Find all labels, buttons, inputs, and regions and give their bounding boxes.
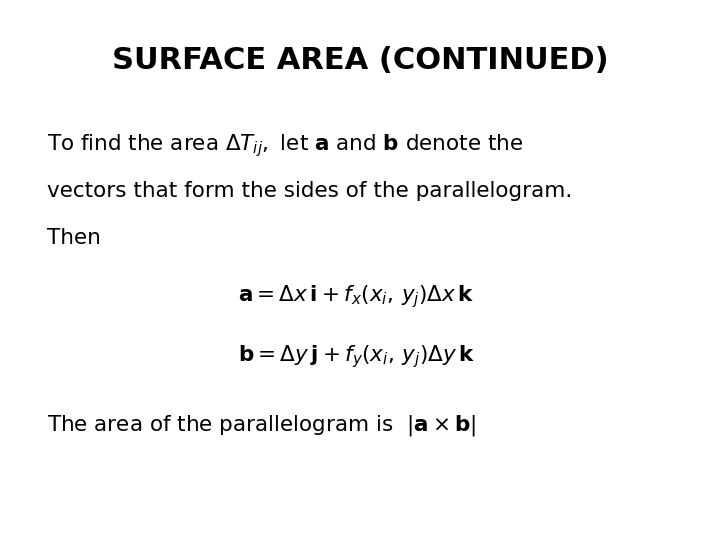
Text: SURFACE AREA (CONTINUED): SURFACE AREA (CONTINUED)	[112, 46, 608, 75]
Text: vectors that form the sides of the parallelogram.: vectors that form the sides of the paral…	[47, 181, 572, 201]
Text: $\mathbf{b} = \Delta y\,\mathbf{j} + f_y(x_i,\, y_j)\Delta y\,\mathbf{k}$: $\mathbf{b} = \Delta y\,\mathbf{j} + f_y…	[238, 343, 475, 370]
Text: The area of the parallelogram is  $|\mathbf{a} \times \mathbf{b}|$: The area of the parallelogram is $|\math…	[47, 413, 476, 438]
Text: $\mathbf{a} = \Delta x\,\mathbf{i} + f_x(x_i,\, y_j)\Delta x\,\mathbf{k}$: $\mathbf{a} = \Delta x\,\mathbf{i} + f_x…	[238, 284, 474, 310]
Text: To find the area $\Delta T_{ij},$ let $\mathbf{a}$ and $\mathbf{b}$ denote the: To find the area $\Delta T_{ij},$ let $\…	[47, 132, 523, 159]
Text: Then: Then	[47, 228, 101, 248]
